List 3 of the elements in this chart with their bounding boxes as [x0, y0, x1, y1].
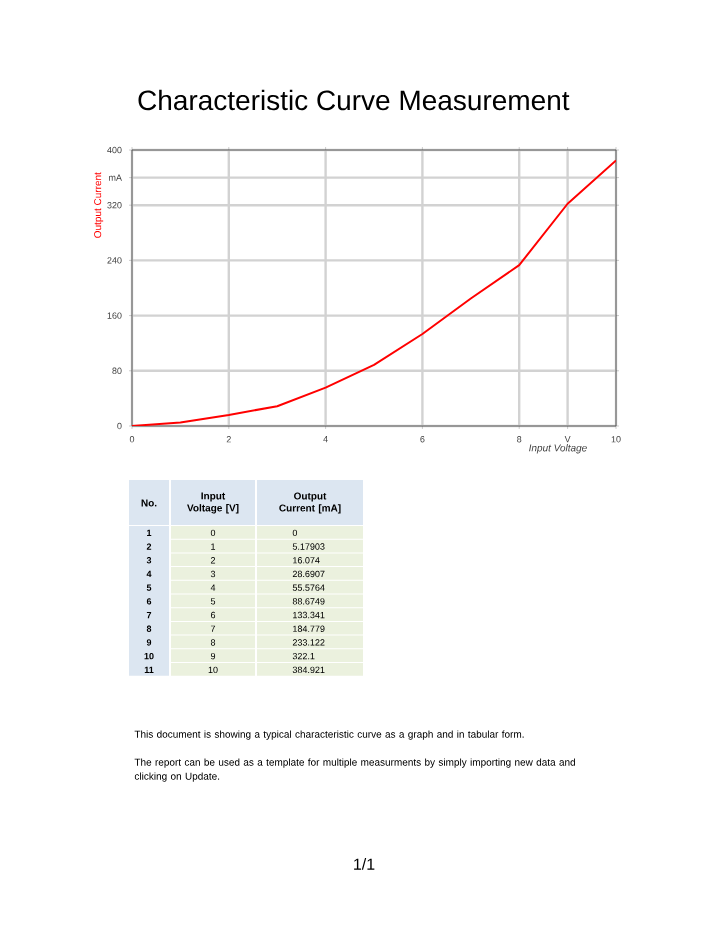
- text: 1/1: [354, 858, 375, 870]
- chart-title: Characteristic Curve Measurement: [138, 89, 570, 111]
- line-series: [132, 159, 617, 426]
